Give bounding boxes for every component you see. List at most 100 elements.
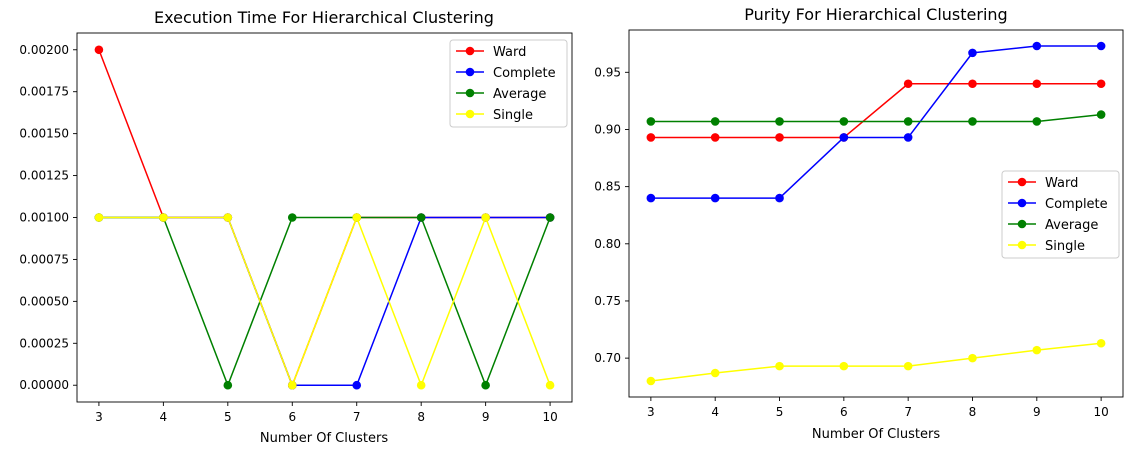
x-tick-label: 7 bbox=[353, 410, 361, 424]
legend bbox=[449, 39, 568, 128]
data-point-average bbox=[646, 117, 656, 126]
data-point-complete bbox=[775, 193, 784, 203]
x-tick-label: 6 bbox=[840, 405, 848, 419]
x-tick-label: 5 bbox=[224, 410, 232, 424]
legend-label-single: Single bbox=[1045, 239, 1085, 254]
plot-area: 3 4 5 6 7 8 9 10 0.00000 0.00025 0.00050 0.00075 0.0… bbox=[19, 32, 573, 424]
data-point-complete bbox=[839, 133, 849, 142]
data-point-single bbox=[710, 368, 720, 378]
x-tick-label: 8 bbox=[417, 410, 425, 424]
x-tick-label: 8 bbox=[969, 405, 977, 419]
x-tick-label: 9 bbox=[482, 410, 490, 424]
x-tick-label: 7 bbox=[904, 405, 912, 419]
data-point-single bbox=[1096, 338, 1106, 348]
data-point-single bbox=[416, 380, 426, 390]
series-line-average bbox=[650, 113, 1102, 123]
y-tick-label: 0.85 bbox=[594, 180, 621, 194]
purity-chart: Purity For Hierarchical Clustering Numbe… bbox=[594, 5, 1124, 442]
data-point-ward bbox=[775, 133, 784, 142]
x-tick-label: 3 bbox=[647, 405, 655, 419]
data-point-complete bbox=[903, 133, 913, 142]
data-point-average bbox=[968, 117, 977, 126]
legend-marker-ward bbox=[465, 46, 475, 56]
data-point-average bbox=[545, 213, 555, 222]
data-point-single bbox=[646, 376, 656, 386]
data-point-average bbox=[1096, 110, 1106, 119]
data-point-ward bbox=[903, 79, 913, 89]
legend-label-average: Average bbox=[493, 87, 546, 102]
series-line-average bbox=[98, 216, 551, 386]
y-tick-label: 0.80 bbox=[594, 237, 621, 251]
data-point-complete bbox=[646, 193, 656, 203]
legend-label-average: Average bbox=[1045, 218, 1098, 233]
data-point-ward bbox=[1032, 79, 1042, 89]
x-axis-label: Number Of Clusters bbox=[260, 431, 388, 446]
data-point-single bbox=[94, 213, 104, 222]
data-point-average bbox=[839, 117, 849, 126]
legend bbox=[1001, 170, 1120, 259]
axes-frame bbox=[628, 29, 1124, 398]
y-tick-label: 0.00025 bbox=[19, 336, 69, 350]
y-tick-label: 0.00150 bbox=[19, 127, 69, 141]
chart-title: Execution Time For Hierarchical Clusteri… bbox=[154, 8, 494, 27]
y-tick-label: 0.00175 bbox=[19, 85, 69, 99]
data-point-single bbox=[903, 361, 913, 371]
legend-label-complete: Complete bbox=[1045, 197, 1108, 212]
data-point-single bbox=[159, 213, 168, 222]
legend-marker-complete bbox=[1017, 198, 1027, 208]
y-tick-label: 0.00050 bbox=[19, 294, 69, 308]
chart-title: Purity For Hierarchical Clustering bbox=[744, 5, 1007, 24]
data-point-complete bbox=[352, 380, 362, 390]
x-tick-label: 5 bbox=[776, 405, 784, 419]
legend-marker-ward bbox=[1017, 177, 1027, 187]
execution-time-chart: Execution Time For Hierarchical Clusteri… bbox=[19, 8, 573, 446]
legend-marker-complete bbox=[465, 67, 475, 77]
data-point-ward bbox=[968, 79, 977, 89]
legend-marker-single bbox=[465, 109, 475, 119]
data-point-single bbox=[481, 213, 490, 222]
data-point-single bbox=[775, 361, 784, 371]
series-line-single bbox=[98, 216, 551, 386]
x-tick-label: 4 bbox=[711, 405, 719, 419]
data-point-average bbox=[287, 213, 297, 222]
data-point-single bbox=[1032, 345, 1042, 355]
plot-area: 3 4 5 6 7 8 9 10 0.70 0.75 0.80 0.85 0.90 0.95 Ward Com… bbox=[594, 29, 1124, 419]
data-point-single bbox=[287, 380, 297, 390]
y-tick-label: 0.95 bbox=[594, 65, 621, 79]
data-point-average bbox=[710, 117, 720, 126]
data-point-complete bbox=[968, 48, 977, 58]
data-point-average bbox=[416, 213, 426, 222]
x-tick-label: 3 bbox=[95, 410, 103, 424]
data-point-single bbox=[839, 361, 849, 371]
y-tick-label: 0.00000 bbox=[19, 378, 69, 392]
x-tick-label: 10 bbox=[542, 410, 557, 424]
y-tick-label: 0.90 bbox=[594, 122, 621, 136]
legend-label-ward: Ward bbox=[493, 45, 526, 60]
data-point-average bbox=[481, 380, 490, 390]
y-tick-label: 0.70 bbox=[594, 351, 621, 365]
data-point-ward bbox=[1096, 79, 1106, 89]
x-axis-label: Number Of Clusters bbox=[812, 427, 940, 442]
y-tick-label: 0.00075 bbox=[19, 252, 69, 266]
x-tick-label: 9 bbox=[1033, 405, 1041, 419]
legend-label-single: Single bbox=[493, 108, 533, 123]
data-point-average bbox=[223, 380, 233, 390]
series-line-ward bbox=[650, 82, 1102, 139]
data-point-ward bbox=[646, 133, 656, 142]
legend-marker-single bbox=[1017, 240, 1027, 250]
y-tick-label: 0.00125 bbox=[19, 169, 69, 183]
legend-marker-average bbox=[465, 88, 475, 98]
x-tick-label: 6 bbox=[288, 410, 296, 424]
data-point-ward bbox=[710, 133, 720, 142]
data-point-average bbox=[903, 117, 913, 126]
legend-label-complete: Complete bbox=[493, 66, 556, 81]
series-line-complete bbox=[650, 45, 1102, 199]
series-line-single bbox=[650, 342, 1102, 382]
data-point-complete bbox=[1096, 41, 1106, 51]
x-tick-label: 10 bbox=[1093, 405, 1108, 419]
data-point-ward bbox=[94, 45, 104, 55]
data-point-single bbox=[545, 380, 555, 390]
data-point-complete bbox=[710, 193, 720, 203]
y-tick-label: 0.00100 bbox=[19, 211, 69, 225]
